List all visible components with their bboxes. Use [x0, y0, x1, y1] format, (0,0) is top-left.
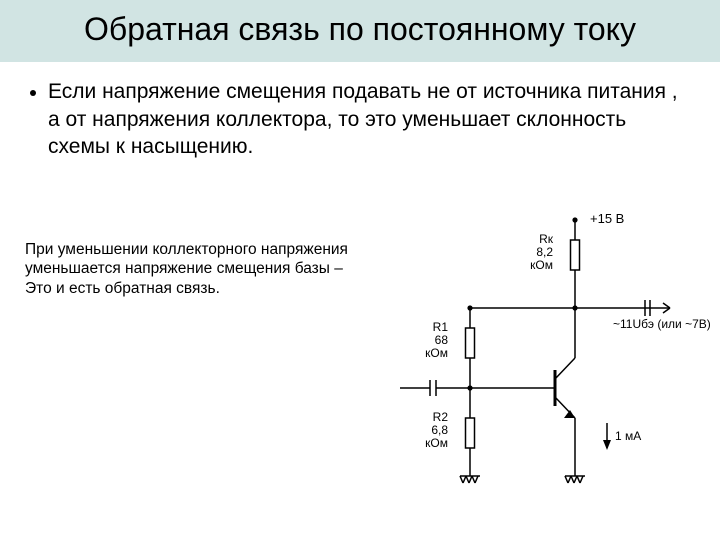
svg-text:Rк: Rк [539, 232, 554, 246]
caption-line-3: Это и есть обратная связь. [25, 280, 220, 297]
svg-text:~11Uбэ (или ~7В): ~11Uбэ (или ~7В) [613, 317, 710, 331]
bullet-block: Если напряжение смещения подавать не от … [30, 78, 690, 160]
svg-text:кОм: кОм [425, 346, 448, 360]
svg-text:6,8: 6,8 [431, 423, 448, 437]
svg-text:кОм: кОм [530, 258, 553, 272]
caption-line-2: уменьшается напряжение смещения базы – [25, 260, 343, 277]
slide-title: Обратная связь по постоянному току [20, 10, 700, 48]
svg-text:68: 68 [435, 333, 449, 347]
bullet-text: Если напряжение смещения подавать не от … [48, 78, 690, 160]
circuit-diagram: +15 ВRк8,2кОм~11Uбэ (или ~7В)R168кОмR26,… [390, 208, 710, 528]
svg-text:1 мА: 1 мА [615, 429, 641, 443]
caption-line-1: При уменьшении коллекторного напряжения [25, 241, 348, 258]
svg-text:R1: R1 [433, 320, 449, 334]
svg-text:R2: R2 [433, 410, 449, 424]
svg-text:кОм: кОм [425, 436, 448, 450]
svg-text:8,2: 8,2 [536, 245, 553, 259]
bullet-dot-icon [30, 90, 36, 96]
svg-text:+15 В: +15 В [590, 211, 624, 226]
title-band: Обратная связь по постоянному току [0, 0, 720, 62]
caption-text: При уменьшении коллекторного напряжения … [25, 240, 385, 298]
